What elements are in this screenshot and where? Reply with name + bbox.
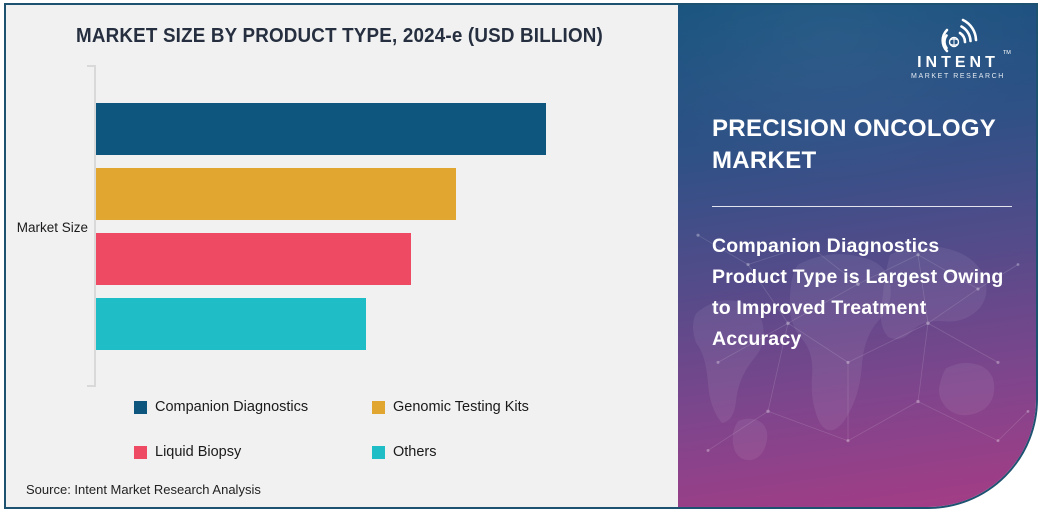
y-axis-tick-bottom [87, 385, 95, 387]
legend-swatch-icon [134, 400, 147, 414]
legend-item-liquid-biopsy: Liquid Biopsy [134, 444, 241, 460]
legend-item-genomic-testing-kits: Genomic Testing Kits [372, 399, 529, 415]
y-axis-tick-top [87, 65, 95, 67]
panel-description: Companion Diagnostics Product Type is La… [712, 235, 1004, 350]
plot-area [96, 103, 546, 350]
bar-others [96, 298, 366, 350]
legend-swatch-icon [372, 445, 385, 459]
panel-divider [712, 206, 1012, 207]
brand-logo: INTENT TM MARKET RESEARCH [898, 15, 1018, 80]
y-axis-label: Market Size [16, 220, 88, 235]
side-panel: INTENT TM MARKET RESEARCH PRECISION ONCO… [618, 5, 1036, 507]
logo-trademark: TM [1002, 50, 1011, 56]
infographic-frame: MARKET SIZE BY PRODUCT TYPE, 2024-e (USD… [4, 3, 1038, 509]
signal-waves-globe-icon [941, 18, 978, 53]
bar-liquid-biopsy [96, 233, 411, 285]
chart-panel: MARKET SIZE BY PRODUCT TYPE, 2024-e (USD… [6, 5, 678, 507]
legend-label: Others [393, 444, 437, 460]
panel-title: PRECISION ONCOLOGY MARKET [712, 115, 997, 174]
legend-label: Companion Diagnostics [155, 399, 309, 415]
logo-brand-text: INTENT [917, 54, 999, 71]
source-note: Source: Intent Market Research Analysis [26, 482, 261, 497]
bar-companion-diagnostics [96, 103, 546, 155]
legend-item-others: Others [372, 444, 437, 460]
legend-swatch-icon [372, 400, 385, 414]
legend-swatch-icon [134, 445, 147, 459]
chart-title: MARKET SIZE BY PRODUCT TYPE, 2024-e (USD… [76, 25, 603, 47]
legend-label: Liquid Biopsy [155, 444, 242, 460]
legend-item-companion-diagnostics: Companion Diagnostics [134, 399, 308, 415]
bar-genomic-testing-kits [96, 168, 456, 220]
legend-label: Genomic Testing Kits [393, 399, 529, 415]
logo-tagline: MARKET RESEARCH [911, 73, 1005, 80]
y-axis-line [94, 65, 96, 387]
